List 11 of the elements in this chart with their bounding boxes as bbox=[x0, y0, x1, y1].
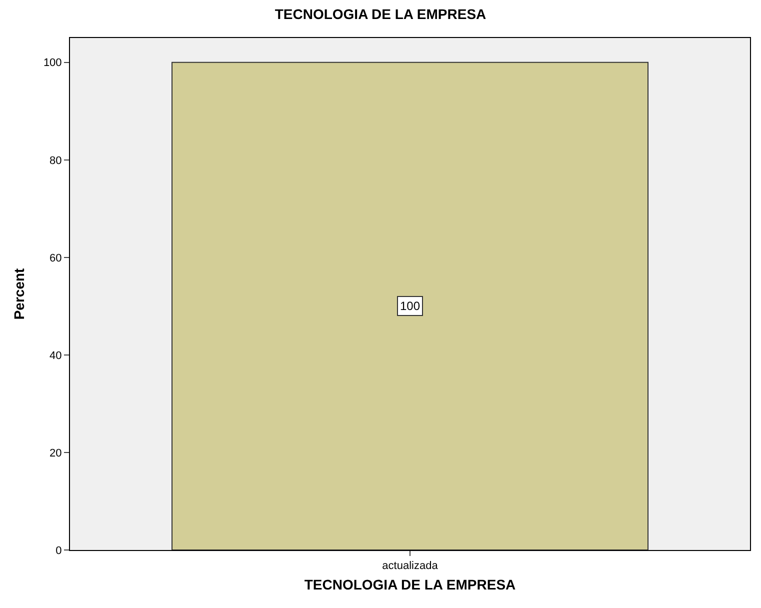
y-tick-label: 20 bbox=[50, 447, 62, 460]
data-label: 100 bbox=[400, 299, 420, 313]
x-axis-title: TECNOLOGIA DE LA EMPRESA bbox=[304, 576, 516, 592]
y-tick-label: 100 bbox=[43, 57, 62, 70]
y-tick-label: 60 bbox=[50, 252, 62, 264]
y-tick-label: 0 bbox=[56, 544, 62, 557]
y-tick-label: 40 bbox=[50, 350, 62, 362]
x-tick-label: actualizada bbox=[382, 560, 439, 572]
y-tick-label: 80 bbox=[50, 154, 62, 167]
y-axis-title: Percent bbox=[11, 268, 28, 320]
chart-title: TECNOLOGIA DE LA EMPRESA bbox=[274, 6, 486, 22]
